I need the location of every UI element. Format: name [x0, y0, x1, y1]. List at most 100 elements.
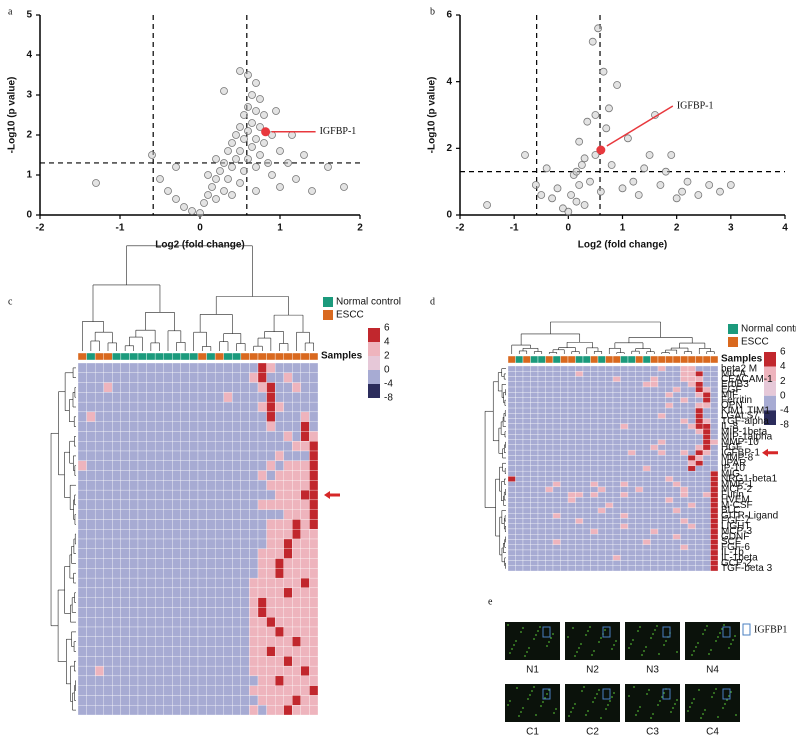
sample-group — [154, 352, 164, 361]
heatmap-cell — [189, 577, 199, 589]
heatmap-cell — [189, 460, 199, 471]
point — [220, 187, 228, 195]
heatmap-cell — [537, 544, 546, 551]
heatmap-cell — [522, 565, 531, 572]
heatmap-cell — [197, 382, 207, 393]
heatmap-cell — [635, 565, 644, 572]
heatmap-cell — [620, 565, 629, 572]
heatmap-cell — [515, 428, 524, 435]
heatmap-cell — [163, 695, 173, 706]
heatmap-cell — [575, 528, 584, 535]
heatmap-cell — [146, 441, 156, 452]
point — [260, 111, 268, 119]
heatmap-cell — [274, 519, 284, 530]
heatmap-cell — [77, 656, 87, 667]
heatmap-cell — [537, 555, 546, 561]
heatmap-cell — [522, 534, 531, 540]
heatmap-cell — [197, 607, 207, 618]
point — [521, 151, 529, 159]
heatmap-cell — [522, 476, 531, 482]
array-spot — [548, 689, 550, 691]
heatmap-cell — [507, 465, 516, 472]
heatmap-cell — [120, 577, 130, 589]
heatmap-cell — [120, 529, 130, 540]
heatmap-cell — [507, 513, 516, 519]
heatmap-cell — [560, 444, 569, 451]
heatmap-cell — [257, 529, 267, 540]
heatmap-cell — [257, 665, 267, 677]
heatmap-cell — [249, 538, 259, 549]
array-spot — [665, 640, 667, 642]
heatmap-cell — [642, 381, 651, 388]
heatmap-cell — [86, 499, 96, 510]
heatmap-cell — [172, 646, 182, 657]
heatmap-cell — [530, 444, 539, 451]
heatmap-cell — [665, 465, 674, 472]
heatmap-cell — [300, 421, 310, 432]
heatmap-cell — [507, 444, 516, 451]
heatmap-cell — [612, 418, 621, 424]
heatmap-cell — [657, 502, 666, 509]
heatmap-cell — [86, 705, 96, 716]
heatmap-cell — [672, 376, 681, 382]
heatmap-cell — [120, 656, 130, 667]
heatmap-cell — [172, 607, 182, 618]
row-label: HVEM — [721, 495, 750, 506]
heatmap-cell — [112, 548, 122, 559]
heatmap-cell — [650, 549, 659, 556]
array-spot — [652, 633, 654, 635]
point — [300, 151, 308, 159]
point — [548, 194, 556, 203]
heatmap-cell — [567, 434, 576, 440]
heatmap-cell — [552, 476, 561, 482]
heatmap-cell — [582, 555, 591, 561]
heatmap-cell — [680, 365, 689, 372]
heatmap-cell — [154, 411, 164, 422]
heatmap-cell — [86, 509, 96, 520]
heatmap-cell — [300, 685, 310, 696]
heatmap-cell — [266, 431, 276, 442]
heatmap-cell — [86, 441, 96, 452]
heatmap-cell — [560, 428, 569, 435]
heatmap-cell — [620, 428, 629, 435]
heatmap-cell — [274, 489, 284, 501]
heatmap-cell — [103, 705, 113, 716]
heatmap-cell — [522, 544, 531, 551]
heatmap-cell — [94, 548, 104, 559]
y-tick-label: 3 — [26, 90, 32, 101]
colorbar-band — [368, 342, 380, 356]
row-label: Furin — [721, 489, 744, 500]
heatmap-cell — [665, 460, 674, 467]
heatmap-cell — [515, 539, 524, 545]
heatmap-cell — [537, 439, 546, 445]
heatmap-cell — [86, 568, 96, 579]
heatmap-cell — [582, 486, 591, 493]
heatmap-cell — [507, 376, 516, 382]
heatmap-cell — [240, 705, 250, 716]
heatmap-cell — [300, 392, 310, 403]
heatmap-cell — [597, 444, 606, 451]
heatmap-cell — [567, 523, 576, 530]
image-label: N2 — [586, 665, 599, 676]
heatmap-cell — [214, 577, 224, 589]
heatmap-cell — [274, 597, 284, 608]
heatmap-cell — [680, 492, 689, 498]
heatmap-cell — [257, 656, 267, 667]
heatmap-cell — [575, 492, 584, 498]
heatmap-cell — [680, 439, 689, 445]
heatmap-cell — [545, 376, 554, 382]
heatmap-cell — [687, 428, 696, 435]
heatmap-cell — [522, 497, 531, 503]
heatmap-cell — [590, 513, 599, 519]
heatmap-cell — [695, 434, 704, 440]
sample-group — [146, 352, 156, 361]
heatmap-cell — [103, 362, 113, 373]
heatmap-cell — [292, 392, 302, 403]
heatmap-cell — [605, 523, 614, 530]
array-spot — [613, 692, 615, 694]
heatmap-cell — [197, 656, 207, 667]
heatmap-cell — [283, 362, 293, 373]
heatmap-cell — [129, 382, 139, 393]
heatmap-cell — [249, 607, 259, 618]
heatmap-cell — [612, 539, 621, 545]
